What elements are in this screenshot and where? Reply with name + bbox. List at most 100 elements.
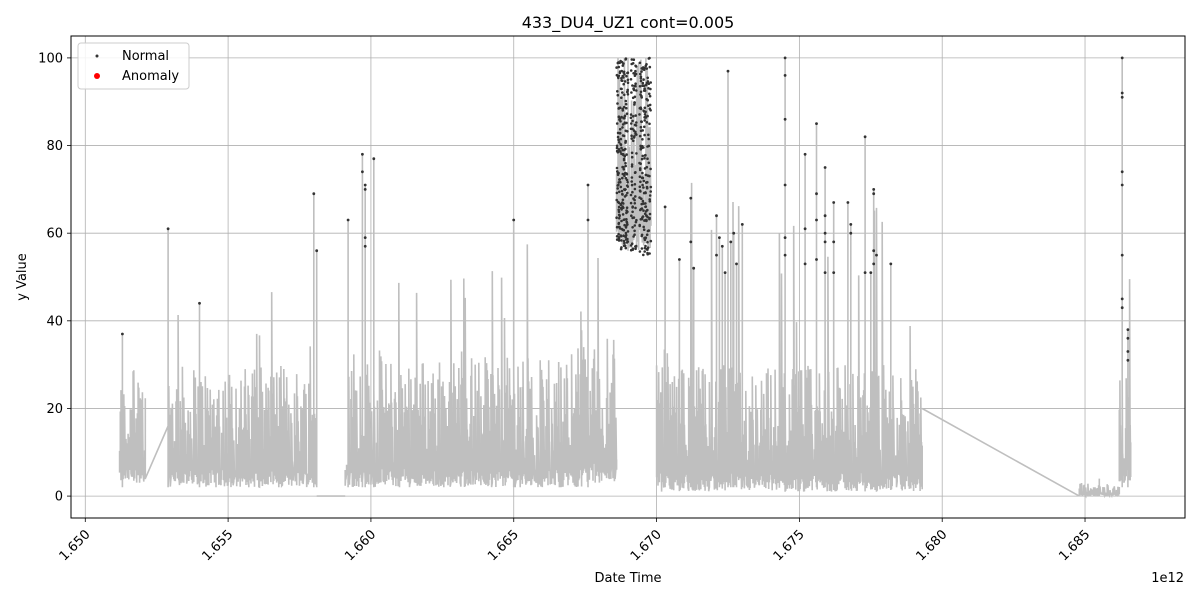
- normal-point: [641, 171, 644, 175]
- normal-point: [631, 127, 634, 131]
- normal-point: [639, 106, 642, 109]
- normal-point: [618, 132, 622, 135]
- normal-point: [621, 213, 625, 216]
- normal-point: [633, 103, 636, 106]
- normal-point: [641, 183, 644, 187]
- normal-point: [623, 93, 626, 97]
- normal-point: [638, 113, 641, 116]
- normal-point: [638, 61, 642, 65]
- normal-point: [621, 91, 624, 94]
- normal-point: [586, 218, 590, 222]
- normal-point: [1120, 170, 1124, 174]
- normal-point: [624, 58, 627, 61]
- legend-anomaly-marker: [94, 73, 100, 79]
- normal-point: [635, 152, 638, 155]
- normal-point: [630, 214, 633, 217]
- normal-point: [647, 87, 650, 90]
- normal-point: [617, 221, 621, 225]
- normal-point: [1126, 336, 1130, 340]
- normal-point: [638, 85, 642, 88]
- normal-point: [622, 105, 626, 109]
- normal-point: [622, 234, 625, 237]
- normal-point: [630, 163, 634, 166]
- normal-point: [626, 191, 629, 195]
- normal-point: [623, 73, 626, 76]
- normal-point: [642, 225, 645, 229]
- normal-point: [620, 189, 624, 193]
- normal-point: [639, 93, 642, 96]
- normal-point: [633, 171, 637, 174]
- normal-point: [617, 201, 621, 204]
- normal-point: [729, 240, 733, 244]
- normal-point: [645, 218, 648, 222]
- chart-title: 433_DU4_UZ1 cont=0.005: [522, 13, 735, 33]
- normal-point: [620, 69, 624, 73]
- normal-point: [783, 117, 787, 121]
- normal-point: [630, 151, 634, 155]
- normal-point: [629, 201, 633, 205]
- normal-point: [783, 74, 787, 77]
- normal-point: [645, 67, 649, 70]
- legend-box: [77, 42, 190, 90]
- normal-point: [647, 57, 651, 60]
- normal-point: [832, 201, 836, 204]
- y-axis-label: y Value: [15, 253, 30, 301]
- y-tick-label: 60: [46, 227, 63, 242]
- normal-point: [616, 173, 620, 176]
- normal-point: [622, 158, 626, 162]
- normal-point: [512, 218, 516, 222]
- normal-point: [643, 157, 646, 160]
- normal-point: [678, 258, 681, 261]
- normal-point: [648, 194, 652, 197]
- normal-point: [615, 144, 619, 148]
- normal-point: [630, 155, 634, 159]
- normal-point: [625, 206, 629, 209]
- plot-frame: [70, 35, 1186, 519]
- normal-point: [622, 218, 626, 222]
- normal-point: [635, 133, 638, 136]
- normal-point: [1126, 350, 1130, 353]
- normal-point: [620, 219, 623, 223]
- normal-point: [624, 129, 628, 133]
- normal-point: [631, 115, 635, 118]
- normal-point: [619, 137, 623, 141]
- normal-point: [815, 218, 818, 222]
- normal-point: [634, 206, 637, 210]
- normal-point: [641, 67, 645, 71]
- normal-point: [642, 228, 646, 231]
- normal-point: [622, 168, 626, 171]
- normal-point: [849, 223, 853, 226]
- normal-point: [641, 176, 644, 179]
- normal-point: [616, 90, 619, 93]
- y-tick-label: 80: [46, 139, 63, 154]
- normal-point: [639, 79, 643, 83]
- normal-point: [823, 231, 827, 235]
- normal-point: [1120, 297, 1124, 301]
- normal-point: [624, 235, 627, 239]
- normal-point: [621, 74, 624, 78]
- normal-point: [622, 239, 626, 243]
- normal-point: [649, 81, 652, 84]
- normal-point: [617, 106, 621, 110]
- normal-point: [872, 192, 876, 196]
- normal-point: [620, 239, 623, 242]
- normal-point: [1126, 358, 1130, 362]
- normal-point: [645, 233, 649, 236]
- normal-point: [624, 164, 627, 168]
- normal-point: [632, 129, 636, 132]
- normal-point: [645, 214, 648, 217]
- normal-point: [633, 224, 637, 227]
- normal-point: [641, 84, 644, 87]
- normal-point: [726, 69, 730, 73]
- normal-point: [618, 127, 622, 131]
- normal-point: [632, 139, 635, 143]
- normal-point: [631, 205, 634, 208]
- normal-point: [631, 190, 634, 194]
- normal-point: [625, 209, 628, 212]
- normal-point: [619, 234, 623, 238]
- legend-anomaly-label: Anomaly: [122, 69, 179, 84]
- normal-point: [615, 146, 619, 150]
- normal-point: [617, 141, 621, 144]
- normal-point: [642, 89, 646, 92]
- normal-point: [625, 194, 628, 197]
